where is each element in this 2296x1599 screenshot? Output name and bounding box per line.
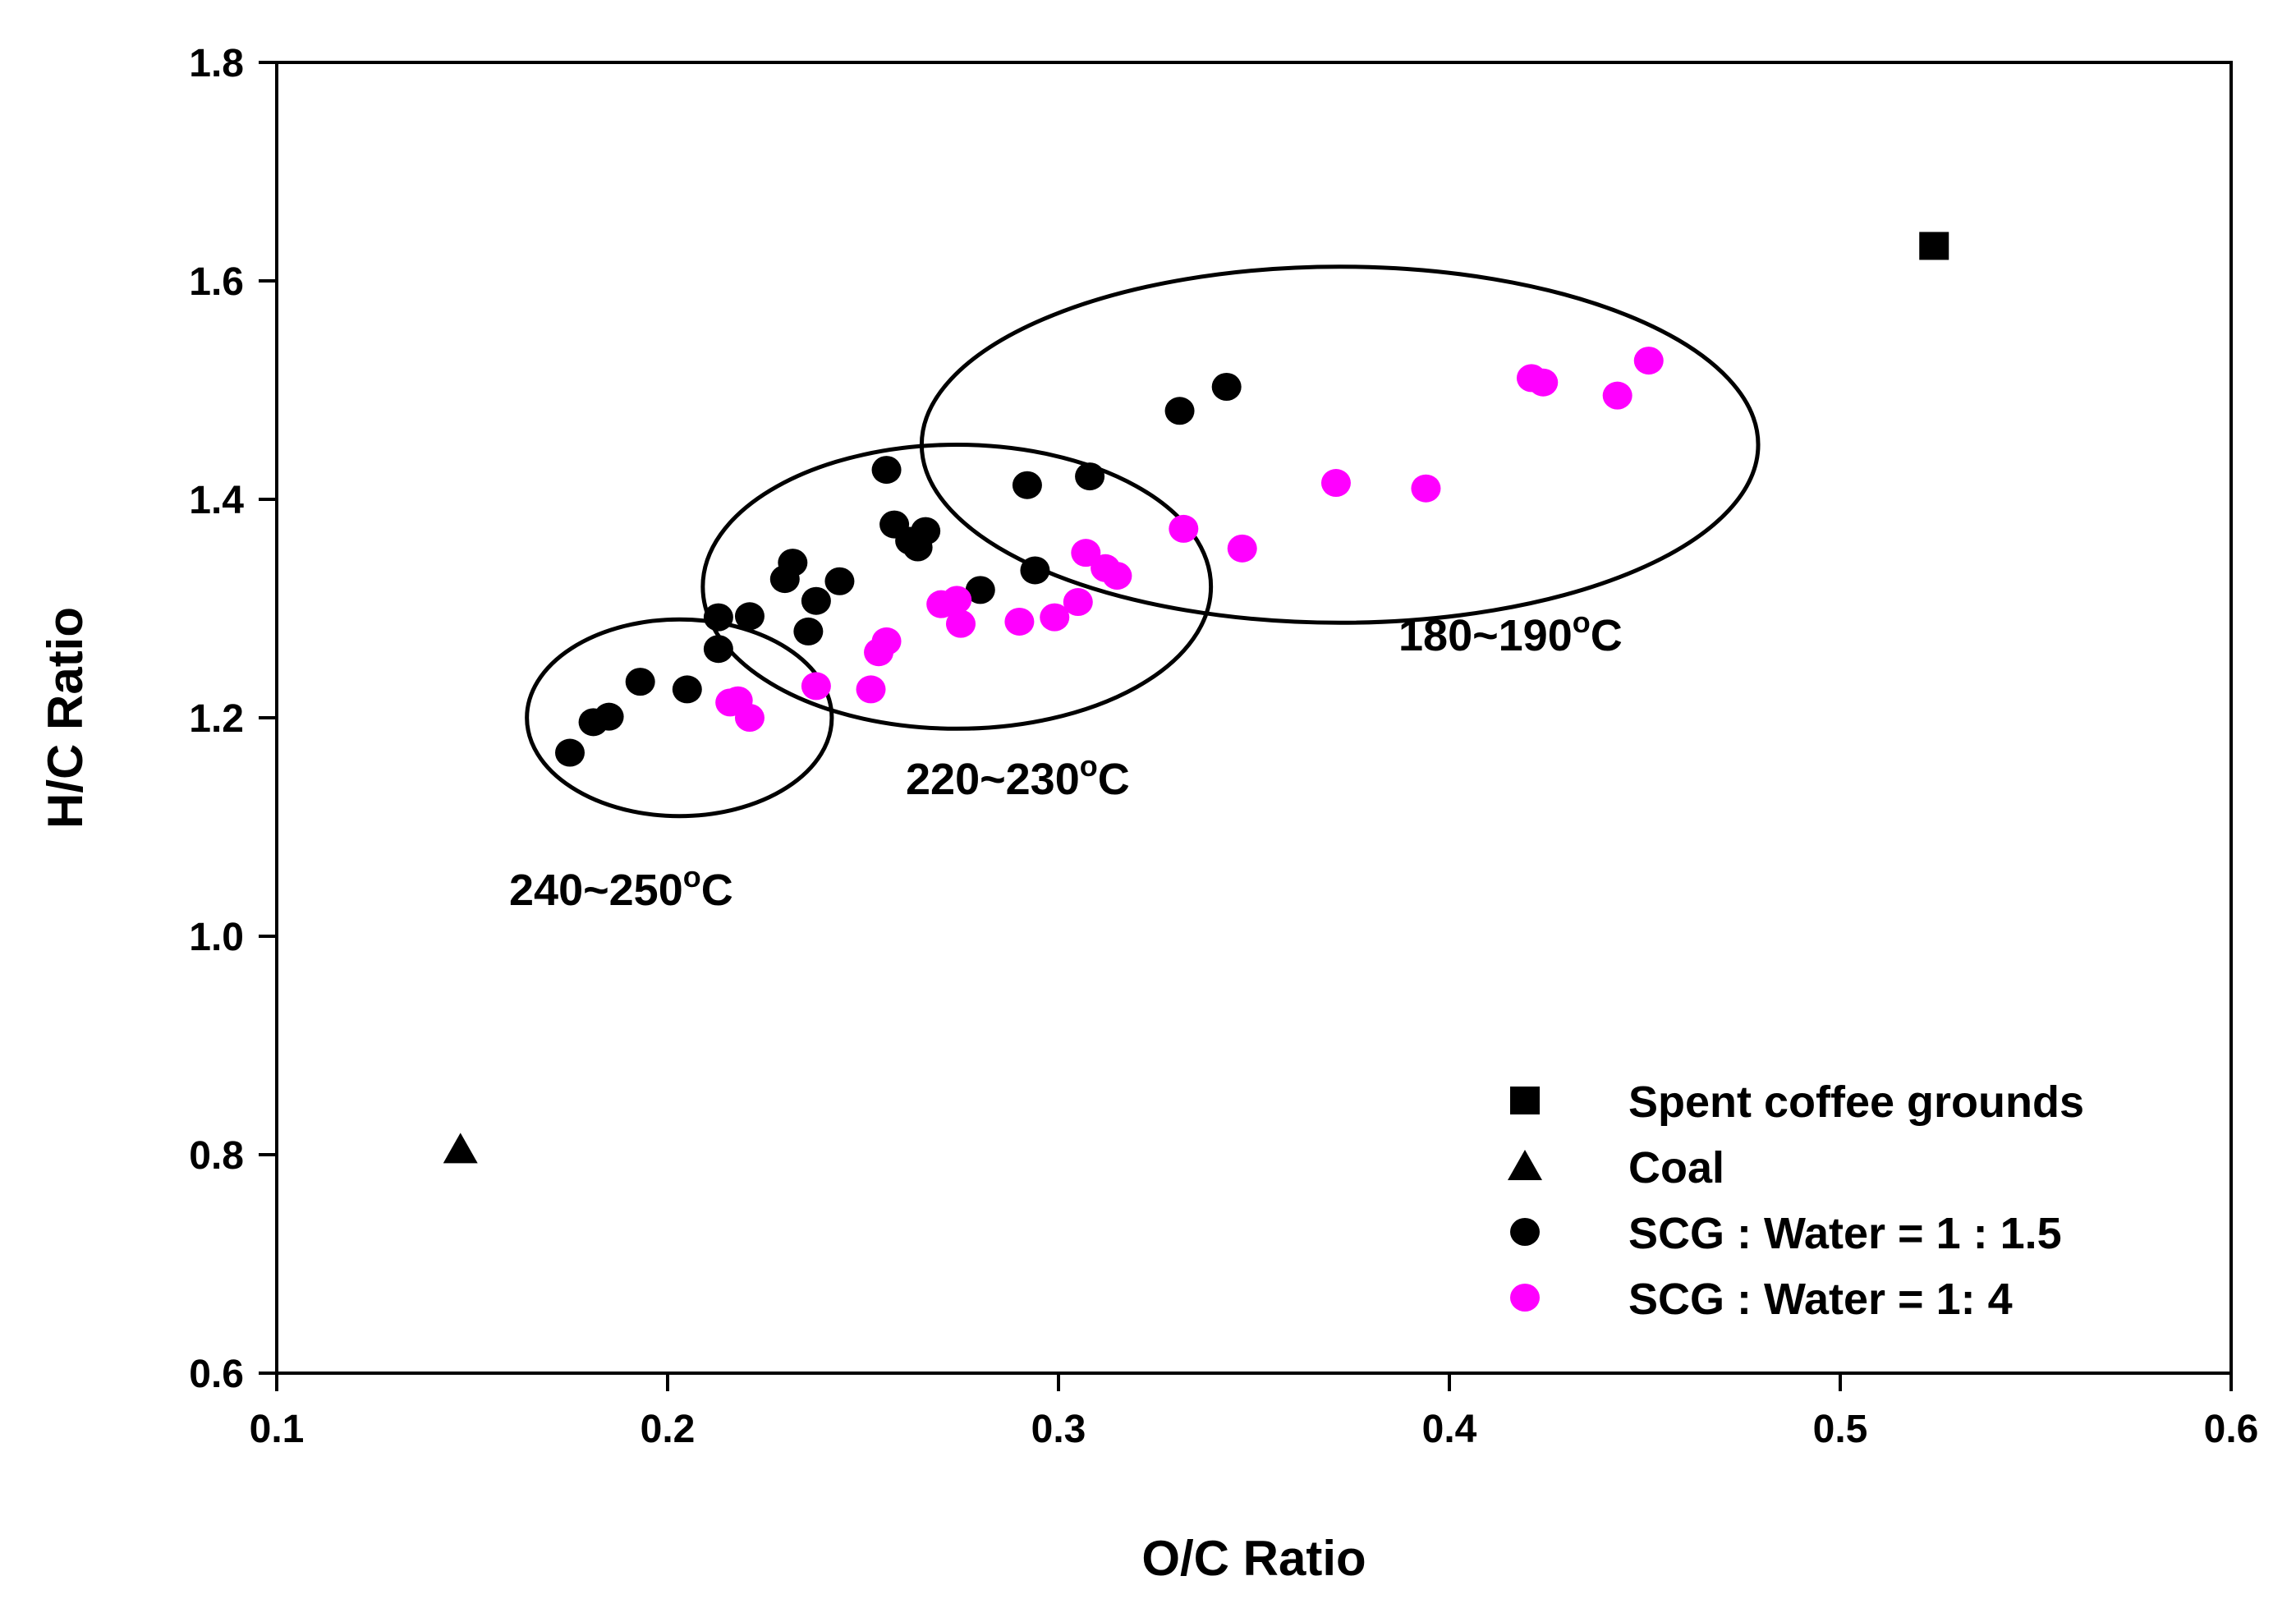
scg-water-1-1-5-point xyxy=(672,675,702,704)
y-tick-label: 0.6 xyxy=(189,1353,244,1396)
scg-water-1-4-point xyxy=(1411,474,1441,503)
scg-water-1-1-5-point xyxy=(871,456,902,485)
scg-water-1-4-point xyxy=(942,586,972,614)
legend-marker-scg-water-1-4 xyxy=(1510,1284,1540,1312)
legend-label: Coal xyxy=(1628,1143,1724,1192)
region-ellipse xyxy=(525,617,834,819)
region-label: 220~230oC xyxy=(906,749,1130,804)
scg-water-1-1-5-point xyxy=(703,635,733,664)
scg-water-1-4-point xyxy=(1227,534,1257,563)
scg-water-1-1-5-point xyxy=(965,576,995,604)
scg-water-1-4-point xyxy=(801,672,831,701)
scg-water-1-4-point xyxy=(1528,368,1559,397)
spent-coffee-grounds-point xyxy=(1919,232,1949,260)
scg-water-1-1-5-point xyxy=(734,602,765,631)
legend-marker-scg-water-1-1-5 xyxy=(1510,1218,1540,1246)
y-tick-label: 1.4 xyxy=(189,479,244,522)
y-tick-label: 1.0 xyxy=(189,916,244,959)
scg-water-1-4-point xyxy=(1602,381,1632,410)
y-tick-label: 1.8 xyxy=(189,42,244,85)
x-tick-label: 0.4 xyxy=(1422,1408,1477,1451)
y-tick-label: 0.8 xyxy=(189,1134,244,1178)
legend-marker-coal xyxy=(1508,1150,1542,1180)
x-tick-label: 0.6 xyxy=(2204,1408,2259,1451)
x-tick-label: 0.2 xyxy=(641,1408,696,1451)
data-points xyxy=(443,232,1949,1164)
scg-water-1-4-point xyxy=(1102,562,1132,590)
region-ellipse xyxy=(919,264,1761,625)
x-tick-label: 0.5 xyxy=(1813,1408,1868,1451)
scg-water-1-4-point xyxy=(1040,603,1070,632)
scg-water-1-1-5-point xyxy=(1211,373,1242,402)
axes: 0.1 0.2 0.3 0.4 0.5 0.6 0.6 0.8 1.0 1.2 1.4 1.6 1.8 xyxy=(189,42,2258,1451)
region-label: 180~190oC xyxy=(1398,605,1623,660)
legend-label: Spent coffee grounds xyxy=(1628,1077,2084,1127)
scg-water-1-1-5-point xyxy=(625,668,655,696)
legend-label: SCG : Water = 1 : 1.5 xyxy=(1628,1209,2062,1258)
scg-water-1-1-5-point xyxy=(1075,462,1105,491)
legend-marker-spent-coffee-grounds xyxy=(1510,1087,1540,1114)
scg-water-1-1-5-point xyxy=(703,603,733,632)
temperature-regions: 240~250oC 220~230oC 180~190oC xyxy=(509,264,1761,915)
scg-water-1-1-5-point xyxy=(555,738,585,767)
scg-water-1-4-point xyxy=(734,704,765,732)
x-tick-label: 0.3 xyxy=(1031,1408,1086,1451)
scg-water-1-4-point xyxy=(1169,514,1199,543)
x-tick-label: 0.1 xyxy=(250,1408,305,1451)
scg-water-1-1-5-point xyxy=(1164,397,1195,425)
scg-water-1-1-5-point xyxy=(1012,471,1042,499)
scg-water-1-4-point xyxy=(871,627,902,655)
scg-water-1-4-point xyxy=(1063,588,1093,617)
scg-water-1-1-5-point xyxy=(1020,556,1050,585)
scg-water-1-1-5-point xyxy=(911,517,941,545)
scg-water-1-1-5-point xyxy=(824,567,855,595)
scg-water-1-4-point xyxy=(1320,469,1351,498)
legend-label: SCG : Water = 1: 4 xyxy=(1628,1275,2013,1324)
scg-water-1-1-5-point xyxy=(778,549,808,577)
region-ellipse xyxy=(700,443,1214,731)
legend: Spent coffee grounds Coal SCG : Water = 1 … xyxy=(1508,1077,2084,1324)
scg-water-1-4-point xyxy=(856,675,886,704)
scg-water-1-4-point xyxy=(1071,539,1101,567)
scg-water-1-1-5-point xyxy=(801,586,831,615)
scg-water-1-4-point xyxy=(946,609,976,638)
coal-point xyxy=(443,1133,478,1164)
scg-water-1-4-point xyxy=(1004,607,1035,636)
region-label: 240~250oC xyxy=(509,860,733,915)
y-tick-label: 1.6 xyxy=(189,260,244,304)
scg-water-1-1-5-point xyxy=(594,702,624,731)
y-tick-label: 1.2 xyxy=(189,697,244,741)
y-axis-title: H/C Ratio xyxy=(38,607,93,829)
x-axis-title: O/C Ratio xyxy=(1141,1531,1366,1586)
scg-water-1-4-point xyxy=(1633,347,1664,375)
scg-water-1-1-5-point xyxy=(793,617,824,646)
